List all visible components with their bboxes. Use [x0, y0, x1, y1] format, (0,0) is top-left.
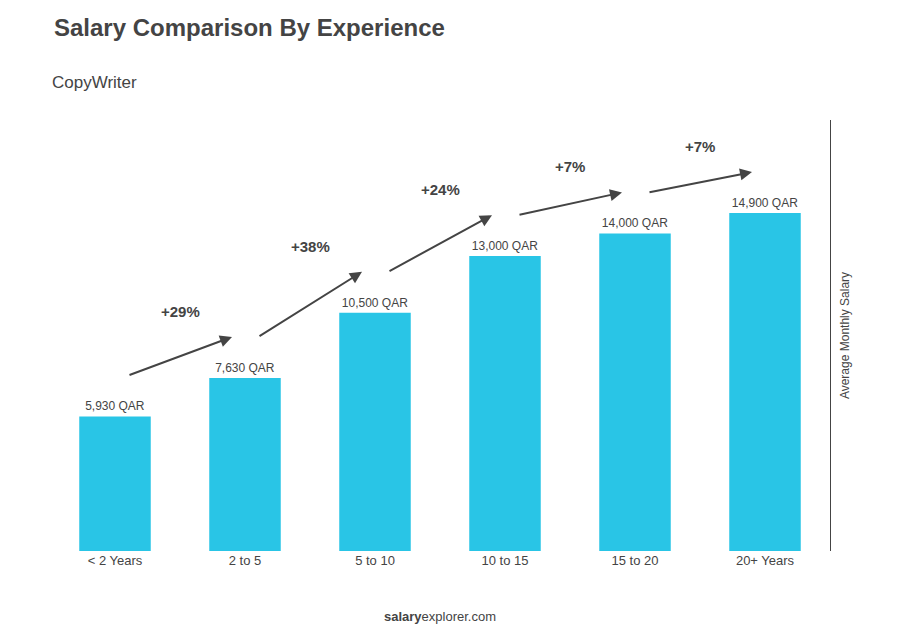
- svg-text:10 to 15: 10 to 15: [482, 553, 529, 568]
- svg-text:2 to 5: 2 to 5: [229, 553, 262, 568]
- svg-text:Average Monthly Salary: Average Monthly Salary: [838, 272, 852, 399]
- svg-text:10,500 QAR: 10,500 QAR: [342, 296, 408, 310]
- svg-text:7,630 QAR: 7,630 QAR: [215, 361, 275, 375]
- svg-text:< 2 Years: < 2 Years: [88, 553, 143, 568]
- svg-text:+29%: +29%: [161, 303, 200, 320]
- svg-text:15 to 20: 15 to 20: [612, 553, 659, 568]
- svg-text:CopyWriter: CopyWriter: [52, 73, 137, 92]
- svg-text:+24%: +24%: [421, 181, 460, 198]
- svg-text:+7%: +7%: [685, 138, 715, 155]
- svg-text:salaryexplorer.com: salaryexplorer.com: [384, 609, 496, 624]
- svg-text:5,930 QAR: 5,930 QAR: [85, 399, 145, 413]
- svg-text:Salary Comparison By Experienc: Salary Comparison By Experience: [54, 14, 445, 41]
- svg-text:+7%: +7%: [555, 158, 585, 175]
- svg-text:5 to 10: 5 to 10: [355, 553, 395, 568]
- svg-text:20+ Years: 20+ Years: [736, 553, 795, 568]
- svg-text:14,000 QAR: 14,000 QAR: [602, 216, 668, 230]
- svg-text:13,000 QAR: 13,000 QAR: [472, 239, 538, 253]
- svg-text:+38%: +38%: [291, 238, 330, 255]
- svg-text:14,900 QAR: 14,900 QAR: [732, 196, 798, 210]
